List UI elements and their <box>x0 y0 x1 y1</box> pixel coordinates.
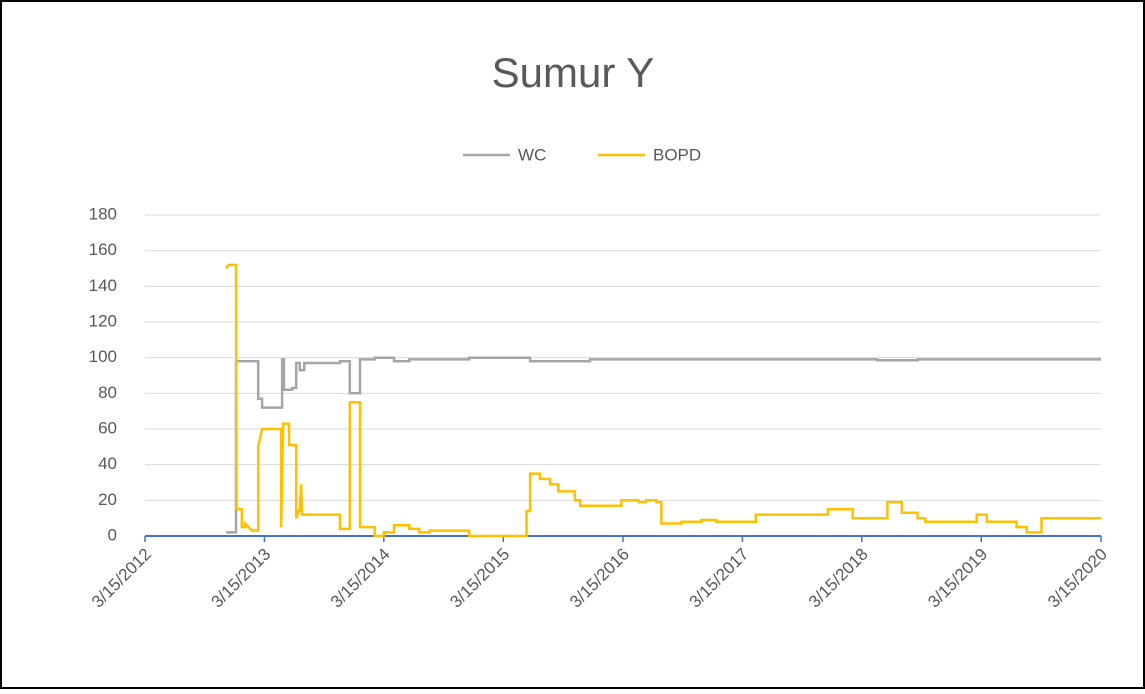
y-tick-label: 0 <box>108 525 117 544</box>
y-tick-label: 120 <box>89 311 117 330</box>
legend-label: WC <box>518 145 546 164</box>
y-tick-label: 160 <box>89 240 117 259</box>
chart-title: Sumur Y <box>492 49 655 96</box>
y-tick-label: 80 <box>98 383 117 402</box>
legend-label: BOPD <box>653 145 701 164</box>
y-tick-label: 40 <box>98 454 117 473</box>
y-tick-label: 180 <box>89 204 117 223</box>
data-line <box>226 356 1101 534</box>
y-tick-label: 20 <box>98 490 117 509</box>
data-line <box>225 263 1101 538</box>
y-tick-label: 100 <box>89 347 117 366</box>
y-tick-label: 140 <box>89 276 117 295</box>
y-tick-label: 60 <box>98 418 117 437</box>
